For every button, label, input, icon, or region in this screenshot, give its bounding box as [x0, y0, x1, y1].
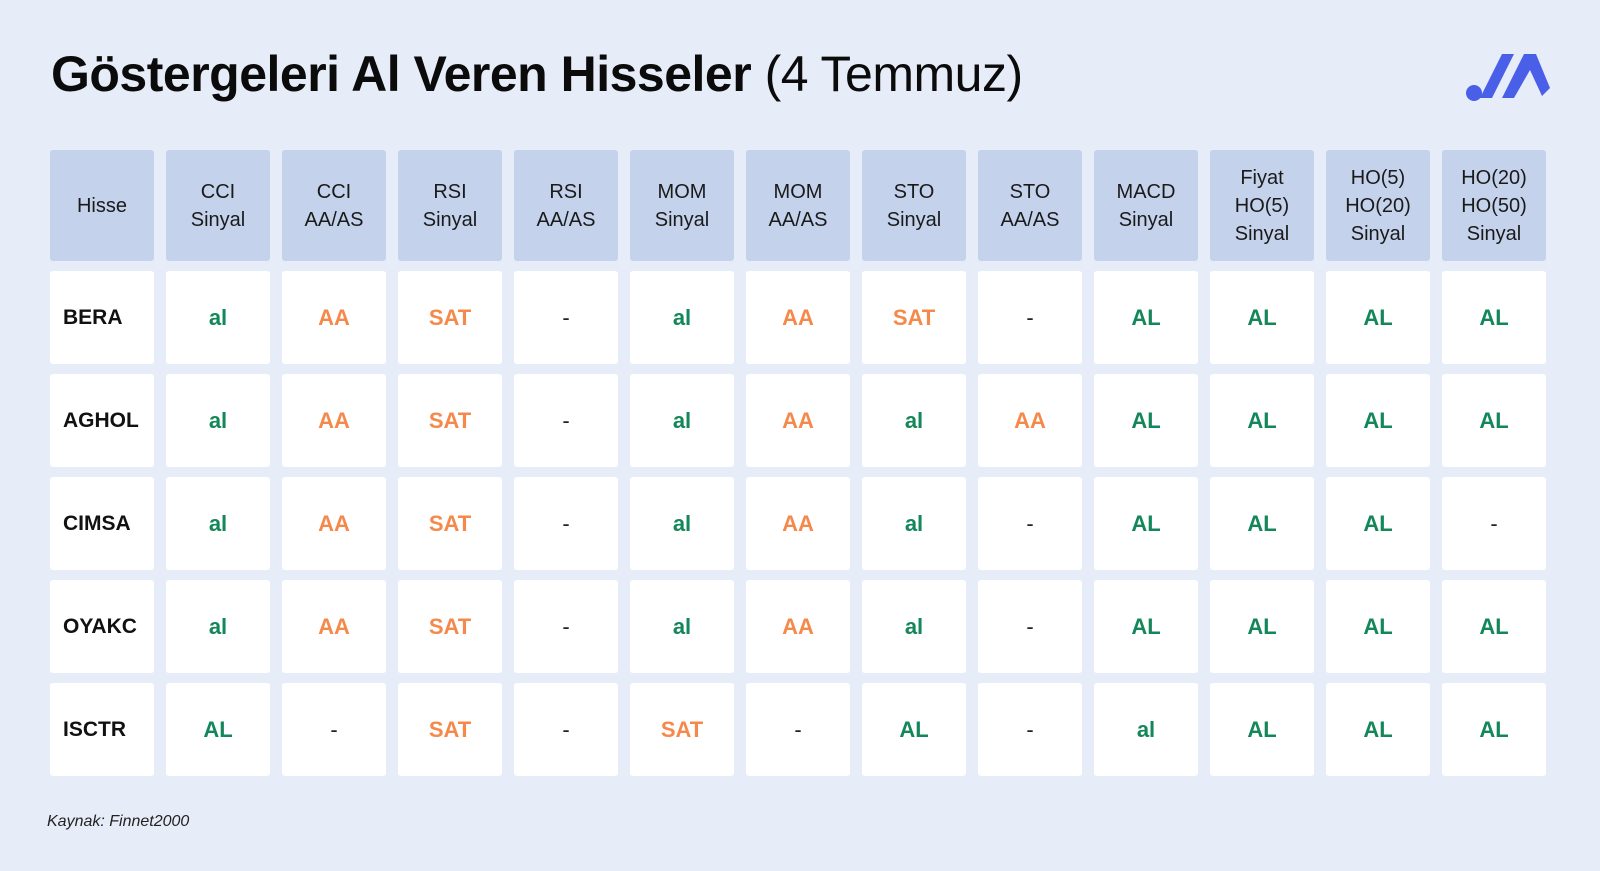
signal-cell: AL	[1326, 271, 1430, 364]
signal-cell: al	[166, 374, 270, 467]
column-header: MOM AA/AS	[746, 150, 850, 261]
signal-cell: AA	[746, 271, 850, 364]
signal-cell: SAT	[398, 580, 502, 673]
signal-cell: AL	[1326, 580, 1430, 673]
signal-cell: SAT	[630, 683, 734, 776]
signal-cell: -	[1442, 477, 1546, 570]
signal-cell: -	[282, 683, 386, 776]
signal-cell: SAT	[398, 477, 502, 570]
signal-cell: AL	[1326, 683, 1430, 776]
signal-cell: -	[514, 683, 618, 776]
signal-cell: -	[978, 580, 1082, 673]
signal-cell: -	[746, 683, 850, 776]
signal-table: Hisse CCI Sinyal CCI AA/AS RSI Sinyal RSI AA…	[50, 150, 1546, 776]
signal-cell: SAT	[862, 271, 966, 364]
signal-cell: SAT	[398, 683, 502, 776]
signal-cell: AL	[1210, 374, 1314, 467]
signal-cell: -	[978, 477, 1082, 570]
stock-name-cell: CIMSA	[50, 477, 154, 570]
signal-cell: AL	[1210, 477, 1314, 570]
signal-cell: AL	[1210, 683, 1314, 776]
signal-cell: AL	[1094, 271, 1198, 364]
signal-cell: AL	[862, 683, 966, 776]
signal-cell: AL	[1094, 580, 1198, 673]
signal-cell: AL	[1326, 477, 1430, 570]
column-header: CCI Sinyal	[166, 150, 270, 261]
signal-cell: -	[514, 580, 618, 673]
signal-cell: al	[166, 477, 270, 570]
signal-cell: -	[514, 477, 618, 570]
signal-cell: AA	[282, 271, 386, 364]
signal-cell: AL	[1210, 271, 1314, 364]
column-header: RSI Sinyal	[398, 150, 502, 261]
column-header: STO AA/AS	[978, 150, 1082, 261]
signal-cell: AL	[166, 683, 270, 776]
signal-cell: AA	[746, 374, 850, 467]
column-header: HO(5) HO(20) Sinyal	[1326, 150, 1430, 261]
signal-cell: SAT	[398, 374, 502, 467]
signal-cell: AL	[1094, 477, 1198, 570]
signal-cell: al	[630, 580, 734, 673]
column-header: MACD Sinyal	[1094, 150, 1198, 261]
page-title-main: Göstergeleri Al Veren Hisseler	[51, 46, 752, 102]
signal-cell: -	[978, 271, 1082, 364]
signal-cell: AL	[1210, 580, 1314, 673]
signal-cell: al	[862, 477, 966, 570]
signal-cell: AA	[978, 374, 1082, 467]
column-header: CCI AA/AS	[282, 150, 386, 261]
page-title: Göstergeleri Al Veren Hisseler (4 Temmuz…	[51, 44, 1023, 104]
signal-cell: al	[862, 580, 966, 673]
signal-cell: al	[630, 374, 734, 467]
signal-cell: al	[166, 271, 270, 364]
column-header: STO Sinyal	[862, 150, 966, 261]
stock-name-cell: OYAKC	[50, 580, 154, 673]
signal-cell: AL	[1326, 374, 1430, 467]
signal-cell: -	[514, 374, 618, 467]
column-header: Fiyat HO(5) Sinyal	[1210, 150, 1314, 261]
signal-cell: SAT	[398, 271, 502, 364]
signal-cell: AA	[282, 580, 386, 673]
source-note: Kaynak: Finnet2000	[47, 813, 190, 830]
signal-cell: -	[978, 683, 1082, 776]
column-header: RSI AA/AS	[514, 150, 618, 261]
signal-cell: AA	[746, 477, 850, 570]
signal-cell: AA	[282, 477, 386, 570]
column-header: HO(20) HO(50) Sinyal	[1442, 150, 1546, 261]
signal-cell: AL	[1094, 374, 1198, 467]
signal-cell: AA	[282, 374, 386, 467]
column-header: Hisse	[50, 150, 154, 261]
stock-name-cell: ISCTR	[50, 683, 154, 776]
stock-name-cell: BERA	[50, 271, 154, 364]
brand-logo-icon	[1466, 54, 1550, 101]
signal-cell: AL	[1442, 683, 1546, 776]
stock-name-cell: AGHOL	[50, 374, 154, 467]
page-title-date: (4 Temmuz)	[764, 46, 1024, 102]
column-header: MOM Sinyal	[630, 150, 734, 261]
signal-cell: AL	[1442, 271, 1546, 364]
signal-cell: AL	[1442, 580, 1546, 673]
signal-cell: AL	[1442, 374, 1546, 467]
signal-cell: al	[862, 374, 966, 467]
signal-cell: al	[1094, 683, 1198, 776]
signal-cell: AA	[746, 580, 850, 673]
signal-cell: al	[630, 477, 734, 570]
signal-cell: -	[514, 271, 618, 364]
signal-cell: al	[166, 580, 270, 673]
signal-cell: al	[630, 271, 734, 364]
